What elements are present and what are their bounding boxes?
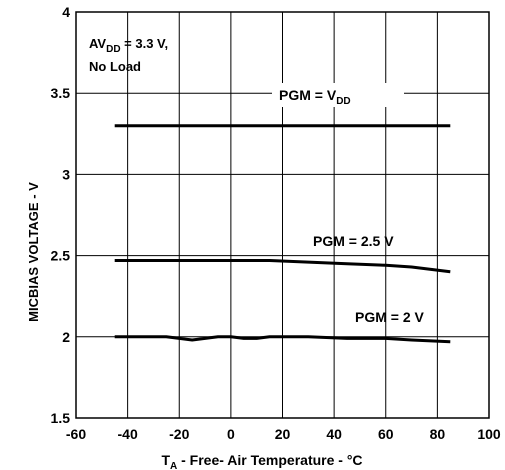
series-label-pgm-vdd-main: PGM = V: [279, 87, 337, 103]
x-tick-label: 80: [430, 426, 446, 442]
y-tick-label: 1.5: [51, 410, 71, 426]
y-tick-label: 2: [62, 329, 70, 345]
series-lines: [114, 124, 451, 344]
y-axis-label: MICBIAS VOLTAGE - V: [26, 182, 41, 322]
y-tick-label: 3.5: [51, 85, 71, 101]
x-tick-label: 60: [378, 426, 394, 442]
series-label-pgm-vdd: PGM = VDD: [279, 87, 351, 107]
tick-labels: -60 -40 -20 0 20 40 60 80 100 1.5 2 2.5 3 3.5 4: [51, 4, 501, 442]
plot-frame: [75, 11, 490, 419]
x-tick-label: 40: [326, 426, 342, 442]
y-tick-label: 2.5: [51, 248, 71, 264]
series-line-pgm-2v: [114, 335, 451, 344]
x-axis-label-sub: A: [170, 461, 177, 470]
series-label-pgm-2-5v: PGM = 2.5 V: [313, 233, 394, 249]
x-tick-label: -20: [169, 426, 189, 442]
series-label-bg-vdd: [272, 83, 404, 107]
grid-lines: [76, 12, 489, 418]
condition-dd-sub: DD: [106, 44, 120, 55]
condition-load: No Load: [89, 59, 141, 74]
series-label-pgm-2v: PGM = 2 V: [355, 309, 425, 325]
x-axis-label-main: T: [161, 452, 170, 468]
condition-av: AV: [89, 36, 106, 51]
series-label-pgm-vdd-sub: DD: [336, 96, 350, 107]
y-tick-label: 4: [62, 4, 70, 20]
x-tick-label: -40: [118, 426, 138, 442]
x-axis-label-rest: - Free- Air Temperature - °C: [177, 452, 362, 468]
x-tick-label: 100: [477, 426, 501, 442]
x-tick-label: 20: [275, 426, 291, 442]
y-tick-label: 3: [62, 166, 70, 182]
series-labels: PGM = VDD PGM = 2.5 V PGM = 2 V: [272, 83, 425, 325]
series-line-pgm-2-5v: [114, 259, 451, 274]
condition-annotation: AVDD = 3.3 V, No Load: [89, 36, 168, 74]
condition-value: = 3.3 V,: [121, 36, 169, 51]
svg-text:AVDD = 3.3 V,: AVDD = 3.3 V,: [89, 36, 168, 55]
x-axis-label: TA - Free- Air Temperature - °C: [161, 452, 362, 470]
x-tick-label: 0: [227, 426, 235, 442]
x-tick-label: -60: [66, 426, 86, 442]
